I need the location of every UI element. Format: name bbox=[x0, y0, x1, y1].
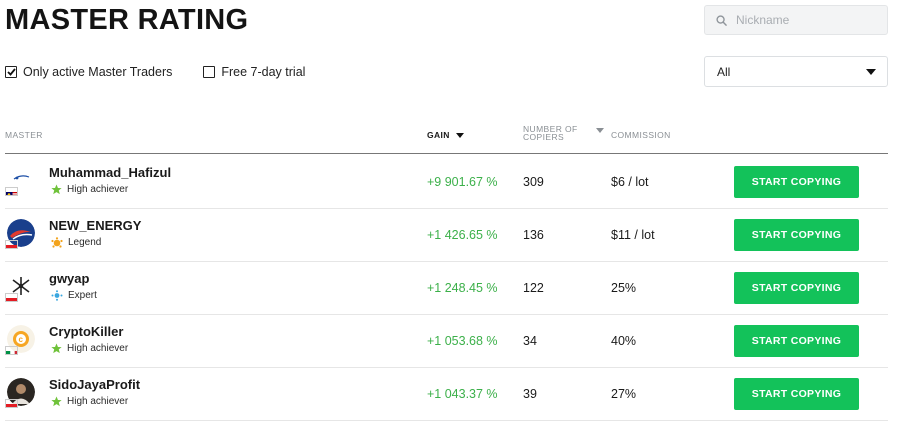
table-row: SidoJayaProfit High achiever +1 043.37 %… bbox=[5, 368, 888, 421]
column-copiers-line1: NUMBER OF bbox=[523, 124, 578, 134]
start-copying-button[interactable]: START COPYING bbox=[734, 325, 859, 357]
master-name[interactable]: SidoJayaProfit bbox=[49, 377, 141, 392]
copiers-count: 34 bbox=[523, 334, 537, 348]
table-header: MASTER GAIN NUMBER OF COPIERS COMMISSION bbox=[5, 122, 888, 154]
star-icon bbox=[51, 396, 62, 407]
checkbox-checked[interactable] bbox=[5, 66, 17, 78]
master-name[interactable]: Muhammad_Hafizul bbox=[49, 165, 172, 180]
rank-label: High achiever bbox=[67, 396, 129, 407]
start-copying-button[interactable]: START COPYING bbox=[734, 272, 859, 304]
indonesia-flag bbox=[5, 293, 18, 302]
gain-value: +9 901.67 % bbox=[427, 175, 498, 189]
indonesia-flag bbox=[5, 399, 18, 408]
commission-value: 27% bbox=[611, 387, 637, 401]
column-gain[interactable]: GAIN bbox=[427, 130, 464, 140]
star-icon bbox=[51, 184, 62, 195]
gain-value: +1 053.68 % bbox=[427, 334, 498, 348]
column-copiers-line2: COPIERS bbox=[523, 132, 565, 142]
search-box[interactable] bbox=[704, 5, 888, 35]
master-table-body: Muhammad_Hafizul High achiever +9 901.67… bbox=[5, 156, 888, 421]
indonesia-flag bbox=[5, 240, 18, 249]
avatar[interactable]: c bbox=[7, 325, 35, 353]
gain-value: +1 426.65 % bbox=[427, 228, 498, 242]
start-copying-button[interactable]: START COPYING bbox=[734, 378, 859, 410]
rank-label: High achiever bbox=[67, 184, 129, 195]
rank-label: Expert bbox=[68, 290, 97, 301]
copiers-count: 122 bbox=[523, 281, 544, 295]
column-master: MASTER bbox=[5, 130, 43, 140]
star-icon bbox=[51, 343, 62, 354]
master-name[interactable]: NEW_ENERGY bbox=[49, 218, 142, 233]
search-input[interactable] bbox=[736, 13, 876, 27]
filter-select-value: All bbox=[717, 64, 731, 79]
filter-select[interactable]: All bbox=[704, 56, 888, 87]
rank-badge: High achiever bbox=[51, 184, 128, 195]
filters-bar: Only active Master Traders Free 7-day tr… bbox=[5, 65, 336, 79]
copiers-count: 39 bbox=[523, 387, 537, 401]
table-row: c CryptoKiller High achiever +1 053.68 %… bbox=[5, 315, 888, 368]
gain-value: +1 043.37 % bbox=[427, 387, 498, 401]
rank-label: High achiever bbox=[67, 343, 129, 354]
only-active-label: Only active Master Traders bbox=[23, 65, 173, 79]
rank-badge: High achiever bbox=[51, 396, 128, 407]
rank-badge: High achiever bbox=[51, 343, 128, 354]
free-trial-label: Free 7-day trial bbox=[221, 65, 306, 79]
commission-value: 40% bbox=[611, 334, 637, 348]
page-title: MASTER RATING bbox=[5, 4, 249, 36]
gem-icon bbox=[51, 290, 63, 301]
crown-icon bbox=[51, 237, 63, 248]
rank-badge: Expert bbox=[51, 290, 97, 301]
checkmark-icon bbox=[6, 68, 16, 76]
sort-desc-icon bbox=[455, 132, 464, 138]
column-gain-label: GAIN bbox=[427, 130, 450, 140]
italy-flag bbox=[5, 346, 18, 355]
avatar[interactable] bbox=[7, 166, 35, 194]
start-copying-button[interactable]: START COPYING bbox=[734, 166, 859, 198]
gain-value: +1 248.45 % bbox=[427, 281, 498, 295]
malaysia-flag bbox=[5, 187, 18, 196]
copiers-count: 136 bbox=[523, 228, 544, 242]
table-row: Muhammad_Hafizul High achiever +9 901.67… bbox=[5, 156, 888, 209]
avatar[interactable] bbox=[7, 272, 35, 300]
checkbox-unchecked[interactable] bbox=[203, 66, 216, 78]
svg-text:c: c bbox=[19, 335, 24, 344]
rank-label: Legend bbox=[68, 237, 102, 248]
free-trial-checkbox[interactable]: Free 7-day trial bbox=[203, 65, 305, 79]
master-name[interactable]: gwyap bbox=[49, 271, 90, 286]
commission-value: $6 / lot bbox=[611, 175, 649, 189]
search-icon bbox=[716, 14, 727, 26]
commission-value: 25% bbox=[611, 281, 637, 295]
column-commission[interactable]: COMMISSION bbox=[611, 130, 671, 140]
sort-icon[interactable] bbox=[596, 128, 604, 133]
copiers-count: 309 bbox=[523, 175, 544, 189]
start-copying-button[interactable]: START COPYING bbox=[734, 219, 859, 251]
commission-value: $11 / lot bbox=[611, 228, 655, 242]
table-row: gwyap Expert +1 248.45 % 122 25% START C… bbox=[5, 262, 888, 315]
rank-badge: Legend bbox=[51, 237, 101, 248]
master-name[interactable]: CryptoKiller bbox=[49, 324, 124, 339]
table-row: NEW_ENERGY Legend +1 426.65 % 136 $11 / … bbox=[5, 209, 888, 262]
only-active-checkbox[interactable]: Only active Master Traders bbox=[5, 65, 172, 79]
chevron-down-icon bbox=[866, 68, 876, 75]
column-copiers[interactable]: NUMBER OF COPIERS bbox=[523, 124, 578, 142]
